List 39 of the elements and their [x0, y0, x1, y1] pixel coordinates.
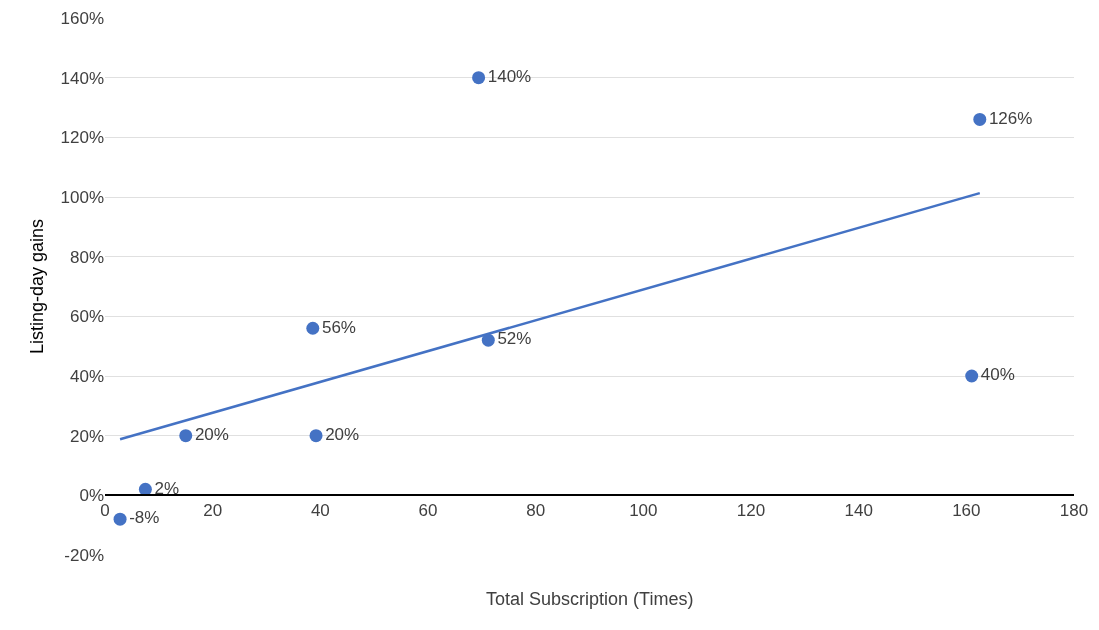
y-tick-label: 100%	[60, 187, 104, 207]
x-tick-label: 60	[418, 501, 438, 521]
data-label: 140%	[487, 66, 532, 86]
data-label: 126%	[988, 108, 1033, 128]
y-tick-label: 120%	[60, 128, 104, 148]
data-label: -8%	[129, 508, 160, 528]
point	[138, 482, 152, 496]
point	[973, 112, 987, 126]
y-tick-label: 140%	[60, 68, 104, 88]
y-tick-label: -20%	[64, 545, 104, 565]
data-label: 20%	[194, 424, 229, 444]
y-tick-label: 160%	[60, 8, 104, 28]
data-label: 2%	[154, 478, 180, 498]
x-tick-label: 80	[526, 501, 546, 521]
y-tick-label: 60%	[69, 307, 104, 327]
data-label: 52%	[497, 329, 532, 349]
x-tick-label: 100	[629, 501, 658, 521]
x-tick-label: 120	[736, 501, 766, 521]
point	[472, 71, 486, 85]
x-tick-label: 180	[1059, 501, 1089, 521]
y-tick-label: 80%	[69, 247, 104, 267]
y-tick-label: 20%	[69, 426, 104, 446]
x-axis-title: Total Subscription (Times)	[486, 589, 694, 609]
x-tick-label: 0	[100, 501, 110, 521]
y-axis-title: Listing-day gains	[26, 218, 47, 355]
x-tick-label: 140	[844, 501, 873, 521]
x-tick-label: 40	[310, 501, 330, 521]
point	[179, 429, 193, 443]
point	[481, 333, 495, 347]
x-tick-label: 160	[952, 501, 981, 521]
point	[965, 369, 979, 383]
point	[309, 429, 323, 443]
x-tick-label: 20	[203, 501, 223, 521]
y-tick-label: 40%	[69, 366, 104, 386]
data-label: 56%	[321, 317, 356, 337]
point	[306, 321, 320, 335]
data-label: 40%	[980, 365, 1015, 385]
data-label: 20%	[325, 424, 360, 444]
point	[113, 512, 127, 526]
